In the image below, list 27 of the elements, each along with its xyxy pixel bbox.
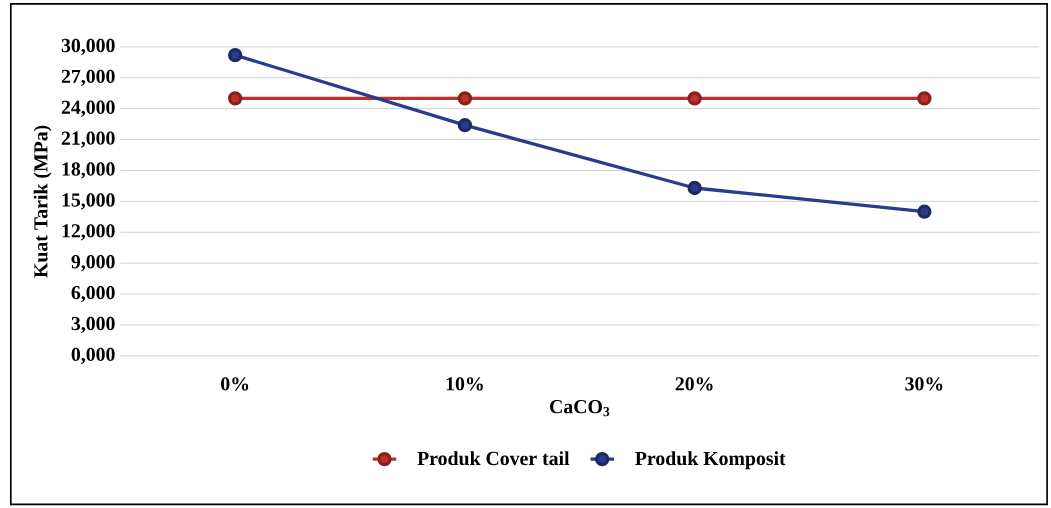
x-tick-label: 30% — [905, 377, 943, 391]
point — [687, 91, 702, 106]
y-tick-label: 6,000 — [71, 285, 115, 302]
x-tick-label: 20% — [675, 377, 713, 391]
legend-label: Produk Komposit — [635, 451, 786, 469]
y-tick-label: 24,000 — [61, 100, 115, 117]
y-tick-label: 18,000 — [62, 162, 115, 179]
y-tick-label: 30,000 — [61, 38, 115, 55]
x-axis-title: CaCO$_{3}$ — [550, 399, 610, 417]
point — [228, 47, 243, 63]
y-tick-label: 3,000 — [71, 316, 115, 333]
y-tick-label: 21,000 — [61, 131, 115, 148]
x-tick-label: 0% — [221, 377, 249, 391]
x-tick-label: 10% — [446, 377, 483, 391]
point — [917, 91, 932, 106]
y-tick-label: 15,000 — [62, 193, 115, 210]
point — [687, 180, 702, 195]
y-tick-label: 0,000 — [71, 347, 115, 364]
y-tick-label: 12,000 — [62, 223, 115, 241]
y-axis-title: Kuat Tarik (MPa) — [33, 125, 52, 278]
y-tick-label: 27,000 — [61, 69, 115, 86]
point — [917, 204, 932, 219]
point — [457, 117, 473, 133]
y-tick-label: 9,000 — [71, 254, 115, 272]
legend-label: Produk Cover tail — [417, 451, 570, 466]
point — [228, 91, 243, 106]
point — [457, 91, 473, 106]
